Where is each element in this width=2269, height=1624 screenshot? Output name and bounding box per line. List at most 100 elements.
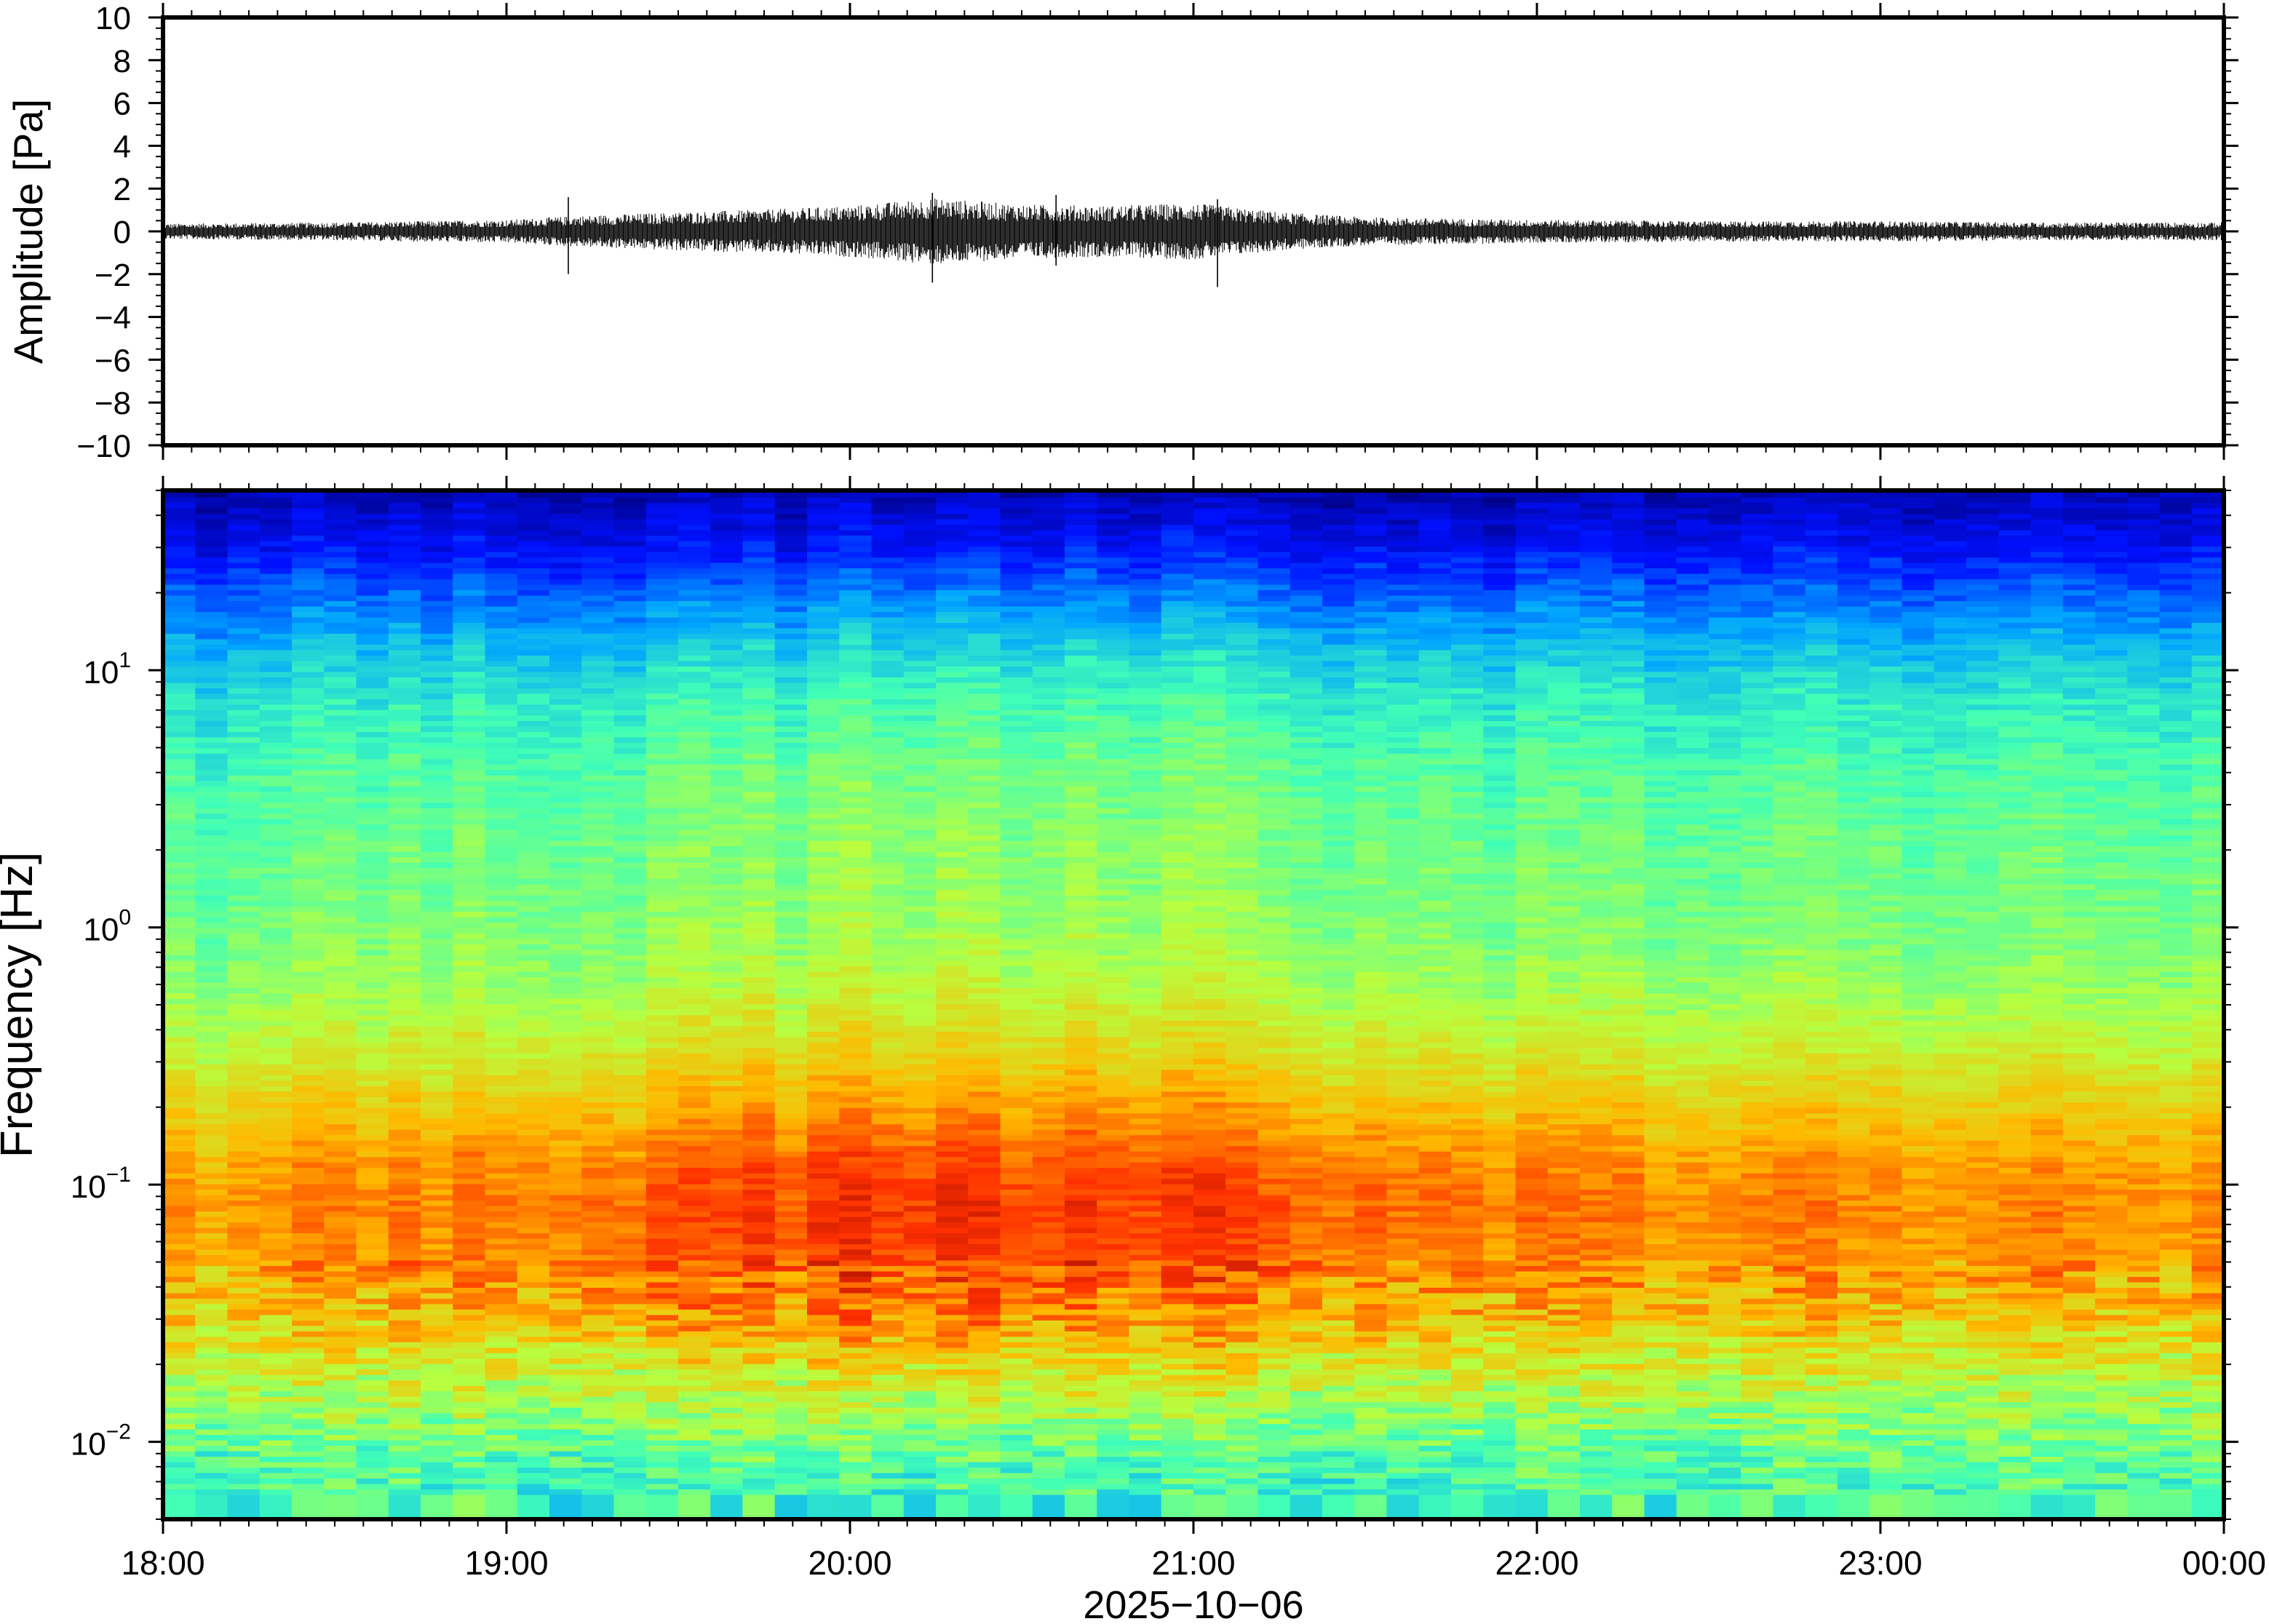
spectrogram-cell: [807, 666, 841, 672]
spectrogram-cell: [903, 1401, 937, 1408]
spectrogram-cell: [968, 992, 1001, 999]
spectrogram-cell: [356, 1461, 389, 1468]
spectrogram-cell: [645, 1222, 679, 1228]
spectrogram-cell: [774, 693, 808, 699]
spectrogram-cell: [388, 905, 421, 912]
spectrogram-cell: [259, 1118, 293, 1125]
spectrogram-cell: [645, 611, 679, 618]
spectrogram-cell: [292, 1233, 325, 1239]
spectrogram-cell: [163, 944, 196, 950]
spectrogram-cell: [613, 594, 647, 602]
spectrogram-cell: [388, 775, 421, 781]
spectrogram-cell: [195, 818, 229, 825]
spectrogram-cell: [710, 883, 744, 891]
spectrogram-cell: [292, 1320, 325, 1326]
spectrogram-cell: [259, 1369, 293, 1375]
spectrogram-cell: [227, 1150, 261, 1158]
spectrogram-cell: [227, 1406, 261, 1414]
spectrogram-cell: [485, 753, 518, 760]
spectrogram-cell: [710, 611, 744, 618]
spectrogram-cell: [903, 518, 937, 525]
spectrogram-cell: [324, 720, 357, 727]
spectrogram-cell: [259, 693, 293, 699]
spectrogram-cell: [871, 1139, 905, 1147]
spectrogram-cell: [936, 627, 969, 634]
spectrogram-cell: [678, 1298, 712, 1305]
spectrogram-cell: [645, 546, 679, 552]
spectrogram-cell: [936, 944, 969, 950]
spectrogram-cell: [356, 1205, 389, 1212]
spectrogram-cell: [356, 562, 389, 569]
spectrogram-cell: [645, 518, 679, 525]
waveform-ytick-label: −4: [95, 300, 131, 336]
spectrogram-cell: [903, 1047, 937, 1054]
spectrogram-cell: [163, 938, 196, 945]
spectrogram-cell: [742, 982, 776, 988]
spectrogram-cell: [710, 1222, 744, 1228]
spectrogram-cell: [613, 1129, 647, 1136]
spectrogram-cell: [485, 1107, 518, 1114]
spectrogram-cell: [227, 1172, 261, 1179]
spectrogram-cell: [807, 1461, 841, 1468]
spectrogram-cell: [774, 1423, 808, 1430]
spectrogram-cell: [517, 611, 550, 618]
spectrogram-cell: [742, 1014, 776, 1021]
spectrogram-cell: [549, 1129, 583, 1136]
spectrogram-cell: [968, 1200, 1001, 1206]
spectrogram-cell: [259, 1352, 293, 1359]
spectrogram-cell: [259, 551, 293, 558]
spectrogram-cell: [774, 856, 808, 863]
spectrogram-cell: [195, 1112, 229, 1119]
spectrogram-cell: [839, 1287, 873, 1294]
spectrogram-cell: [871, 513, 905, 520]
spectrogram-cell: [453, 955, 486, 961]
spectrogram-cell: [549, 578, 583, 585]
spectrogram-cell: [324, 1347, 357, 1353]
spectrogram-cell: [292, 1053, 325, 1059]
spectrogram-cell: [292, 557, 325, 563]
spectrogram-cell: [549, 568, 583, 574]
spectrogram-cell: [485, 693, 518, 699]
spectrogram-cell: [356, 1254, 389, 1261]
spectrogram-cell: [356, 1150, 389, 1158]
spectrogram-cell: [356, 824, 389, 830]
spectrogram-cell: [742, 491, 776, 498]
spectrogram-cell: [645, 1281, 679, 1288]
spectrogram-cell: [356, 1156, 389, 1163]
spectrogram-cell: [774, 998, 808, 1005]
spectrogram-cell: [356, 1358, 389, 1364]
spectrogram-cell: [292, 671, 325, 677]
spectrogram-cell: [710, 1467, 744, 1473]
spectrogram-cell: [421, 835, 454, 841]
spectrogram-cell: [710, 660, 744, 666]
spectrogram-cell: [292, 529, 325, 536]
spectrogram-cell: [581, 944, 615, 950]
spectrogram-cell: [871, 491, 905, 498]
spectrogram-cell: [356, 736, 389, 743]
spectrogram-cell: [710, 1074, 744, 1081]
spectrogram-cell: [968, 1123, 1001, 1130]
spectrogram-cell: [259, 807, 293, 814]
spectrogram-cell: [774, 1472, 808, 1479]
spectrogram-cell: [292, 1374, 325, 1381]
spectrogram-cell: [163, 1200, 196, 1206]
spectrogram-cell: [453, 557, 486, 563]
spectrogram-cell: [453, 1069, 486, 1075]
spectrogram-cell: [324, 1396, 357, 1403]
spectrogram-cell: [517, 540, 550, 547]
spectrogram-cell: [710, 1233, 744, 1239]
spectrogram-cell: [678, 562, 712, 569]
spectrogram-cell: [678, 546, 712, 552]
spectrogram-cell: [903, 1325, 937, 1332]
spectrogram-cell: [903, 1129, 937, 1136]
spectrogram-cell: [645, 851, 679, 858]
spectrogram-cell: [710, 1134, 744, 1141]
spectrogram-cell: [710, 1064, 744, 1070]
spectrogram-cell: [871, 1428, 905, 1436]
spectrogram-cell: [742, 1434, 776, 1441]
spectrogram-cell: [292, 938, 325, 945]
spectrogram-cell: [871, 1254, 905, 1261]
spectrogram-cell: [517, 1020, 550, 1027]
spectrogram-cell: [839, 688, 873, 694]
spectrogram-cell: [163, 1216, 196, 1223]
